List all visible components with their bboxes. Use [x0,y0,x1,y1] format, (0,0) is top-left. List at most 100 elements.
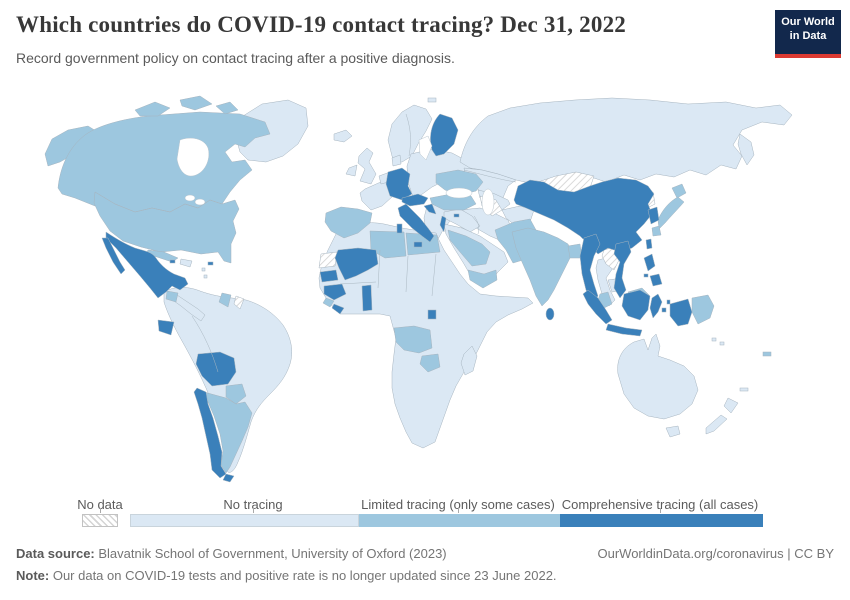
island-solomon-1[interactable] [711,337,717,342]
country-india[interactable] [511,227,573,307]
legend-swatch-limited-tracing[interactable] [359,514,560,527]
great-lakes-1 [184,194,196,202]
island-canadian-arctic-2[interactable] [179,95,213,111]
region-central-america[interactable] [173,294,206,322]
island-fiji[interactable] [762,351,772,357]
country-iceland[interactable] [333,129,353,143]
country-zimbabwe[interactable] [419,353,441,373]
island-solomon-2[interactable] [719,341,725,346]
country-madagascar[interactable] [460,345,478,376]
country-paraguay[interactable] [225,383,247,405]
data-source-label: Data source: [16,546,95,561]
country-croatia[interactable] [423,203,437,215]
country-bolivia[interactable] [195,351,237,387]
legend-swatch-comprehensive-tracing[interactable] [560,514,763,527]
country-ukraine[interactable] [435,169,484,196]
country-japan-kyushu[interactable] [651,225,662,237]
country-australia[interactable] [617,333,699,420]
country-guyana[interactable] [218,292,232,308]
owid-logo[interactable]: Our World in Data [775,10,841,58]
country-philippines-luzon[interactable] [643,253,656,272]
country-papua-new-guinea[interactable] [691,294,715,325]
country-senegal[interactable] [319,269,339,283]
country-mexico[interactable] [105,231,189,299]
country-indonesia-sulawesi[interactable] [649,293,663,319]
country-hispaniola[interactable] [179,258,193,268]
country-italy[interactable] [397,203,435,243]
data-source-line: Data source: Blavatnik School of Governm… [16,546,447,561]
country-sri-lanka[interactable] [545,307,555,321]
country-south-korea[interactable] [647,206,660,225]
country-indonesia-borneo[interactable] [621,289,651,321]
island-canadian-arctic-1[interactable] [134,101,171,117]
country-china[interactable] [513,177,655,255]
country-vietnam[interactable] [613,240,632,299]
island-taiwan[interactable] [645,238,653,250]
logo-line-1: Our World [781,16,835,28]
country-myanmar[interactable] [579,233,601,303]
note-line: Note: Our data on COVID-19 tests and pos… [16,568,557,583]
country-saudi-arabia[interactable] [447,229,491,267]
country-yemen[interactable] [467,269,498,289]
country-indonesia-moluccas-1[interactable] [661,307,667,313]
island-jamaica[interactable] [169,259,176,264]
island-sicily[interactable] [413,241,423,248]
island-svalbard[interactable] [427,97,437,103]
island-puerto-rico[interactable] [207,261,214,266]
legend-tick-comprehensive [660,508,661,513]
border-sahara-2 [405,255,409,293]
country-austria[interactable] [401,193,429,207]
island-sardinia[interactable] [396,223,403,234]
country-guatemala[interactable] [165,290,179,303]
page-title: Which countries do COVID-19 contact trac… [16,12,626,37]
legend-label-comprehensive-tracing: Comprehensive tracing (all cases) [561,497,759,512]
country-new-zealand-south[interactable] [705,414,728,435]
legend-label-no-data: No data [77,497,123,512]
country-ecuador[interactable] [157,319,175,336]
country-indonesia-papua[interactable] [669,298,693,327]
country-philippines-visayas[interactable] [643,273,649,278]
country-denmark[interactable] [391,154,402,167]
country-finland[interactable] [430,113,459,157]
country-spain-portugal[interactable] [324,206,373,239]
note-label: Note: [16,568,50,583]
country-indonesia-moluccas-2[interactable] [666,299,671,305]
country-israel[interactable] [439,215,447,233]
country-french-guiana[interactable] [233,295,245,310]
country-mali[interactable] [334,247,379,281]
region-kamchatka[interactable] [737,133,755,166]
country-sierra-leone[interactable] [322,297,335,308]
country-indonesia-java[interactable] [605,323,643,337]
country-tierra-del-fuego[interactable] [222,473,235,483]
border-brazil-west [191,315,219,373]
island-lesser-antilles-2[interactable] [203,274,208,279]
country-germany[interactable] [385,167,413,201]
country-western-sahara[interactable] [318,251,338,269]
country-norway-sweden[interactable] [387,104,433,163]
country-guinea[interactable] [323,283,347,301]
country-tasmania[interactable] [665,425,681,438]
country-japan-honshu[interactable] [657,196,685,230]
country-angola[interactable] [393,325,433,354]
country-togo-benin[interactable] [361,284,373,312]
island-cyprus[interactable] [453,213,460,218]
country-ireland[interactable] [345,164,358,177]
country-mexico-baja[interactable] [101,237,126,275]
country-philippines-mindanao[interactable] [649,273,663,287]
border-east-africa [431,253,437,297]
country-chile[interactable] [193,387,227,479]
owid-link[interactable]: OurWorldinData.org/coronavirus | CC BY [597,546,834,561]
country-japan-hokkaido[interactable] [671,183,687,199]
country-uganda[interactable] [427,309,437,320]
country-argentina[interactable] [203,391,253,474]
island-lesser-antilles-1[interactable] [201,267,206,272]
island-canadian-arctic-3[interactable] [215,101,239,115]
island-new-caledonia[interactable] [739,387,749,392]
country-new-zealand-north[interactable] [723,397,739,414]
legend-swatch-no-data[interactable] [82,514,118,527]
country-indonesia-sumatra[interactable] [582,289,613,325]
country-liberia[interactable] [331,303,345,315]
country-united-kingdom[interactable] [357,147,377,185]
legend-swatch-no-tracing[interactable] [130,514,359,527]
